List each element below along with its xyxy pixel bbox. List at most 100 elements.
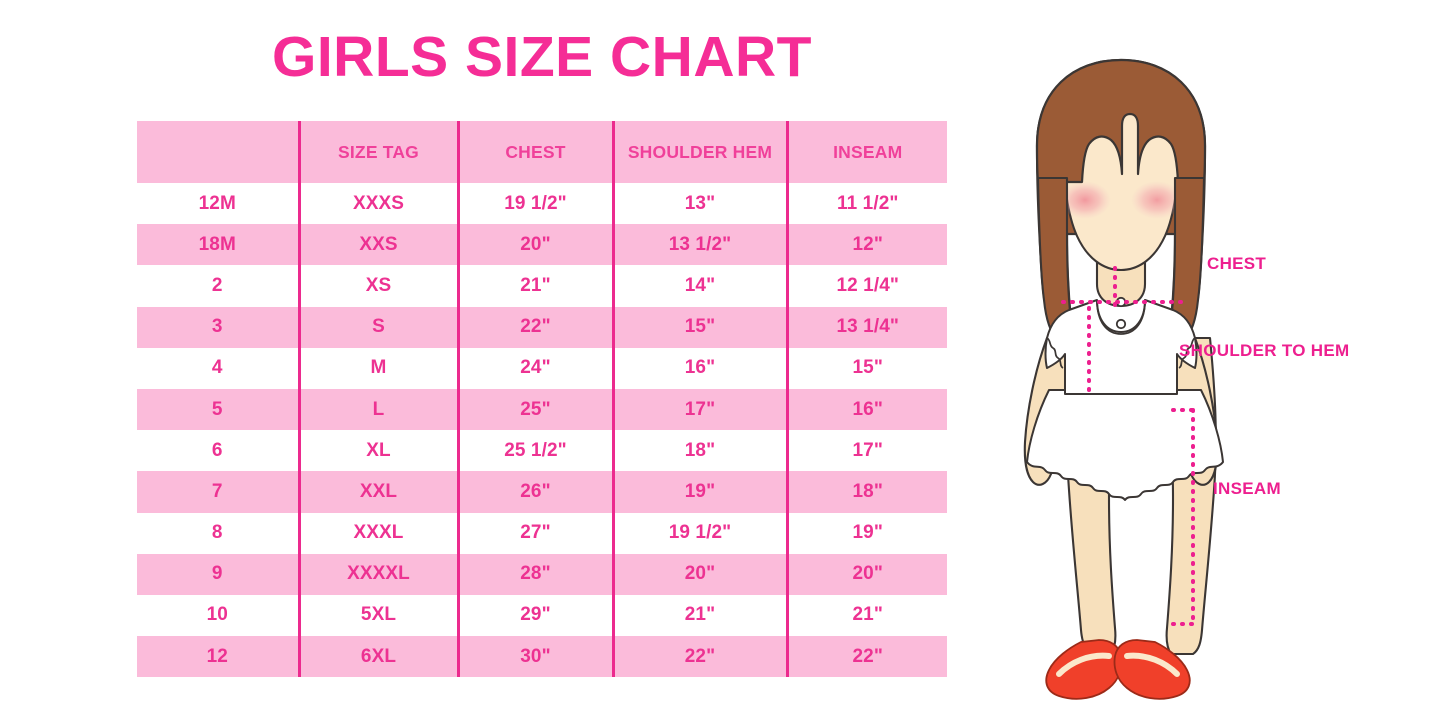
cell-shoulder-hem: 13" — [611, 183, 787, 225]
cell-chest: 22" — [456, 306, 613, 348]
table-row: 10 5XL 29" 21" 21" — [137, 594, 947, 637]
cell-size-tag: XXL — [297, 471, 458, 513]
cell-chest: 30" — [456, 636, 613, 678]
top-garment-shape — [1044, 299, 1198, 395]
cell-shoulder-hem: 22" — [611, 636, 787, 678]
cell-shoulder-hem: 19 1/2" — [611, 512, 787, 554]
cell-size: 12M — [137, 183, 299, 225]
cell-inseam: 19" — [785, 512, 947, 554]
annotation-shoulder-to-hem: SHOULDER TO HEM — [1179, 341, 1350, 360]
column-header-inseam: INSEAM — [785, 121, 947, 183]
column-header-size — [137, 121, 299, 183]
cell-size: 18M — [137, 224, 299, 266]
button-lower — [1115, 318, 1127, 330]
cell-chest: 29" — [456, 594, 613, 637]
table-row: 18M XXS 20" 13 1/2" 12" — [137, 224, 947, 266]
cell-size-tag: S — [297, 306, 458, 348]
cell-size-tag: XXS — [297, 224, 458, 266]
cell-inseam: 11 1/2" — [785, 183, 947, 225]
cell-shoulder-hem: 18" — [611, 430, 787, 472]
cell-chest: 20" — [456, 224, 613, 266]
cell-chest: 28" — [456, 553, 613, 595]
cell-size: 12 — [137, 636, 299, 678]
table-row: 12 6XL 30" 22" 22" — [137, 636, 947, 678]
cell-inseam: 18" — [785, 471, 947, 513]
annotation-inseam: INSEAM — [1213, 479, 1281, 498]
cell-inseam: 20" — [785, 553, 947, 595]
column-header-shoulder-hem: SHOULDER HEM — [611, 121, 787, 183]
table-row: 5 L 25" 17" 16" — [137, 388, 947, 431]
table-row: 8 XXXL 27" 19 1/2" 19" — [137, 512, 947, 554]
cell-inseam: 12" — [785, 224, 947, 266]
top-neckline — [1096, 299, 1146, 335]
cell-chest: 24" — [456, 347, 613, 389]
cell-shoulder-hem: 16" — [611, 347, 787, 389]
cell-size-tag: XS — [297, 265, 458, 307]
table-row: 7 XXL 26" 19" 18" — [137, 471, 947, 513]
hair-bangs-shape — [1035, 58, 1207, 184]
cell-size-tag: 6XL — [297, 636, 458, 678]
cell-shoulder-hem: 14" — [611, 265, 787, 307]
figure-body-group — [1023, 58, 1224, 700]
cell-chest: 25 1/2" — [456, 430, 613, 472]
cell-inseam: 21" — [785, 594, 947, 637]
cell-size: 7 — [137, 471, 299, 513]
cell-chest: 26" — [456, 471, 613, 513]
cell-shoulder-hem: 13 1/2" — [611, 224, 787, 266]
blush-right — [1131, 181, 1183, 219]
cell-inseam: 12 1/4" — [785, 265, 947, 307]
cell-size-tag: L — [297, 388, 458, 431]
cell-size: 4 — [137, 347, 299, 389]
cell-chest: 25" — [456, 388, 613, 431]
shoe-left-shape — [1045, 639, 1123, 700]
cell-inseam: 15" — [785, 347, 947, 389]
cell-shoulder-hem: 15" — [611, 306, 787, 348]
ruffle-armhole-left — [1046, 337, 1064, 369]
blush-left — [1059, 181, 1111, 219]
cell-chest: 21" — [456, 265, 613, 307]
cell-inseam: 16" — [785, 388, 947, 431]
column-header-chest: CHEST — [456, 121, 613, 183]
table-row: 3 S 22" 15" 13 1/4" — [137, 306, 947, 348]
cell-shoulder-hem: 17" — [611, 388, 787, 431]
cell-size: 2 — [137, 265, 299, 307]
table-header-row: SIZE TAG CHEST SHOULDER HEM INSEAM — [137, 121, 947, 183]
size-chart-table: SIZE TAG CHEST SHOULDER HEM INSEAM 12M XX… — [137, 121, 947, 678]
cell-chest: 19 1/2" — [456, 183, 613, 225]
girl-figure-illustration: CHEST SHOULDER TO HEM INSEAM — [985, 38, 1445, 703]
ruffle-armhole-right — [1178, 337, 1196, 369]
table-row: 6 XL 25 1/2" 18" 17" — [137, 430, 947, 472]
bloomers-shape — [1026, 389, 1224, 501]
cell-shoulder-hem: 21" — [611, 594, 787, 637]
annotation-chest: CHEST — [1207, 254, 1267, 273]
cell-size: 10 — [137, 594, 299, 637]
cell-size: 9 — [137, 553, 299, 595]
shoe-right-strap — [1124, 652, 1180, 677]
cell-size: 5 — [137, 388, 299, 431]
cell-size-tag: M — [297, 347, 458, 389]
cell-shoulder-hem: 19" — [611, 471, 787, 513]
cell-size: 6 — [137, 430, 299, 472]
cell-size-tag: XXXL — [297, 512, 458, 554]
shoe-left-strap — [1056, 652, 1112, 677]
table-row: 9 XXXXL 28" 20" 20" — [137, 553, 947, 595]
cell-size-tag: XL — [297, 430, 458, 472]
table-row: 4 M 24" 16" 15" — [137, 347, 947, 389]
cell-inseam: 13 1/4" — [785, 306, 947, 348]
cell-chest: 27" — [456, 512, 613, 554]
cell-inseam: 22" — [785, 636, 947, 678]
cell-size-tag: XXXXL — [297, 553, 458, 595]
hair-side-right — [1167, 176, 1206, 340]
cell-shoulder-hem: 20" — [611, 553, 787, 595]
cell-size: 3 — [137, 306, 299, 348]
column-header-size-tag: SIZE TAG — [297, 121, 458, 183]
table-body: 12M XXXS 19 1/2" 13" 11 1/2" 18M XXS 20" 13 1/2"… — [137, 183, 947, 678]
page-title: GIRLS SIZE CHART — [271, 25, 812, 89]
table-row: 2 XS 21" 14" 12 1/4" — [137, 265, 947, 307]
cell-size-tag: XXXS — [297, 183, 458, 225]
cell-size: 8 — [137, 512, 299, 554]
cell-inseam: 17" — [785, 430, 947, 472]
table-row: 12M XXXS 19 1/2" 13" 11 1/2" — [137, 183, 947, 225]
cell-size-tag: 5XL — [297, 594, 458, 637]
